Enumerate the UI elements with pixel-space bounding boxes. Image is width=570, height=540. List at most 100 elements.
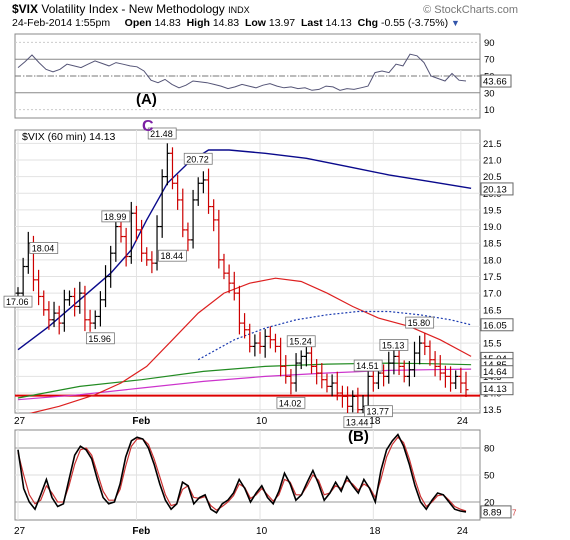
price-bar — [262, 329, 268, 358]
stoch-k-line — [17, 433, 467, 514]
stoch-tick-label: 20 — [484, 498, 495, 509]
price-bar — [252, 334, 258, 357]
price-bar — [242, 313, 248, 339]
price-bar — [458, 367, 464, 394]
wave-label-c: C — [142, 118, 154, 135]
price-bar — [406, 361, 412, 387]
price-right-badge — [480, 182, 514, 196]
last-value: 14.13 — [325, 17, 352, 29]
price-bar — [87, 309, 93, 332]
price-callout-box — [379, 339, 409, 351]
price-tick-label: 21.0 — [483, 155, 502, 166]
price-bar — [412, 341, 418, 378]
ma-green-line — [17, 362, 472, 399]
price-bar — [216, 209, 222, 269]
stoch-x-tick-label: 10 — [256, 526, 268, 537]
price-bar — [36, 269, 42, 306]
price-x-tick-label: 27 — [14, 416, 26, 427]
price-bar — [41, 290, 47, 316]
exchange: INDX — [228, 5, 250, 15]
price-bar — [247, 323, 253, 353]
price-bar — [324, 373, 330, 393]
price-callout: 15.13 — [382, 340, 405, 350]
price-bar — [139, 219, 145, 262]
price-bar — [118, 220, 124, 243]
price-callout-box — [343, 416, 373, 429]
price-bar — [97, 291, 103, 327]
price-bar — [350, 390, 356, 413]
rsi-last-badge — [480, 74, 512, 88]
price-bar — [257, 331, 263, 354]
price-callout: 14.51 — [356, 361, 379, 371]
price-bar — [278, 337, 284, 377]
price-bar — [339, 385, 345, 408]
price-bar — [303, 344, 309, 367]
price-bar — [334, 371, 340, 401]
price-bar — [144, 247, 150, 266]
price-bar — [314, 359, 320, 385]
price-bar — [206, 168, 212, 214]
datetime: 24-Feb-2014 1:55pm — [12, 17, 111, 29]
wave-label-b: (B) — [348, 428, 369, 445]
price-bar — [185, 222, 191, 252]
price-bar — [180, 188, 186, 238]
price-bar — [51, 301, 57, 328]
price-right-label: 14.13 — [483, 384, 507, 395]
price-bar — [236, 285, 242, 335]
price-callout: 18.99 — [104, 212, 127, 222]
price-legend: $VIX (60 min) 14.13 — [22, 131, 116, 143]
price-right-label: 16.05 — [483, 320, 507, 331]
price-x-tick-label: 18 — [369, 416, 381, 427]
price-callout: 15.80 — [408, 318, 431, 328]
price-bar — [154, 215, 160, 271]
price-callout: 13.77 — [366, 407, 389, 417]
price-bar — [77, 281, 83, 314]
price-bar — [386, 351, 392, 384]
price-bar — [61, 289, 67, 332]
price-bar — [345, 386, 351, 413]
price-tick-label: 15.5 — [483, 339, 502, 350]
price-callout: 17.06 — [6, 297, 29, 307]
price-bar — [133, 205, 139, 242]
price-bar — [149, 251, 155, 274]
price-bar — [92, 310, 98, 330]
price-x-tick-label: 10 — [256, 416, 268, 427]
dropdown-arrow-icon[interactable]: ▼ — [451, 18, 460, 28]
price-tick-label: 17.5 — [483, 272, 502, 283]
price-callout: 13.44 — [346, 418, 369, 428]
price-bar — [422, 333, 428, 356]
price-callout-box — [158, 249, 187, 262]
price-bar — [82, 285, 88, 332]
price-callout: 21.48 — [150, 129, 173, 139]
price-tick-label: 21.5 — [483, 139, 502, 150]
price-right-label: 20.13 — [483, 184, 507, 195]
price-callout-box — [405, 316, 435, 329]
stoch-x-tick-label: 18 — [369, 526, 381, 537]
price-callout: 18.44 — [160, 251, 183, 261]
price-tick-label: 17.0 — [483, 289, 502, 300]
price-bar — [442, 365, 448, 388]
price-bar — [128, 201, 134, 264]
price-bar — [66, 290, 72, 306]
price-callout-box — [276, 396, 306, 409]
price-bar — [159, 169, 165, 238]
price-bar — [169, 147, 175, 190]
price-bar — [175, 174, 181, 210]
price-callout-box — [353, 359, 383, 372]
ohlc-row: 24-Feb-2014 1:55pm Open 14.83 High 14.83… — [12, 17, 460, 29]
stoch-tick-label: 50 — [484, 471, 495, 482]
price-bar — [319, 363, 325, 389]
price-bar — [298, 350, 304, 370]
price-bar — [272, 333, 278, 353]
price-callout: 14.02 — [279, 398, 302, 408]
change-value: -0.55 (-3.75%) — [380, 17, 449, 29]
price-bar — [190, 189, 196, 249]
rsi-tick-label: 70 — [484, 55, 495, 66]
rsi-tick-label: 30 — [484, 88, 495, 99]
price-callout-box — [147, 127, 177, 140]
stoch-last-badge — [480, 505, 512, 519]
price-bar — [293, 353, 299, 392]
rsi-last-value: 43.66 — [483, 77, 507, 88]
open-value: 14.83 — [154, 17, 181, 29]
index-name: Volatility Index - New Methodology — [41, 2, 225, 16]
